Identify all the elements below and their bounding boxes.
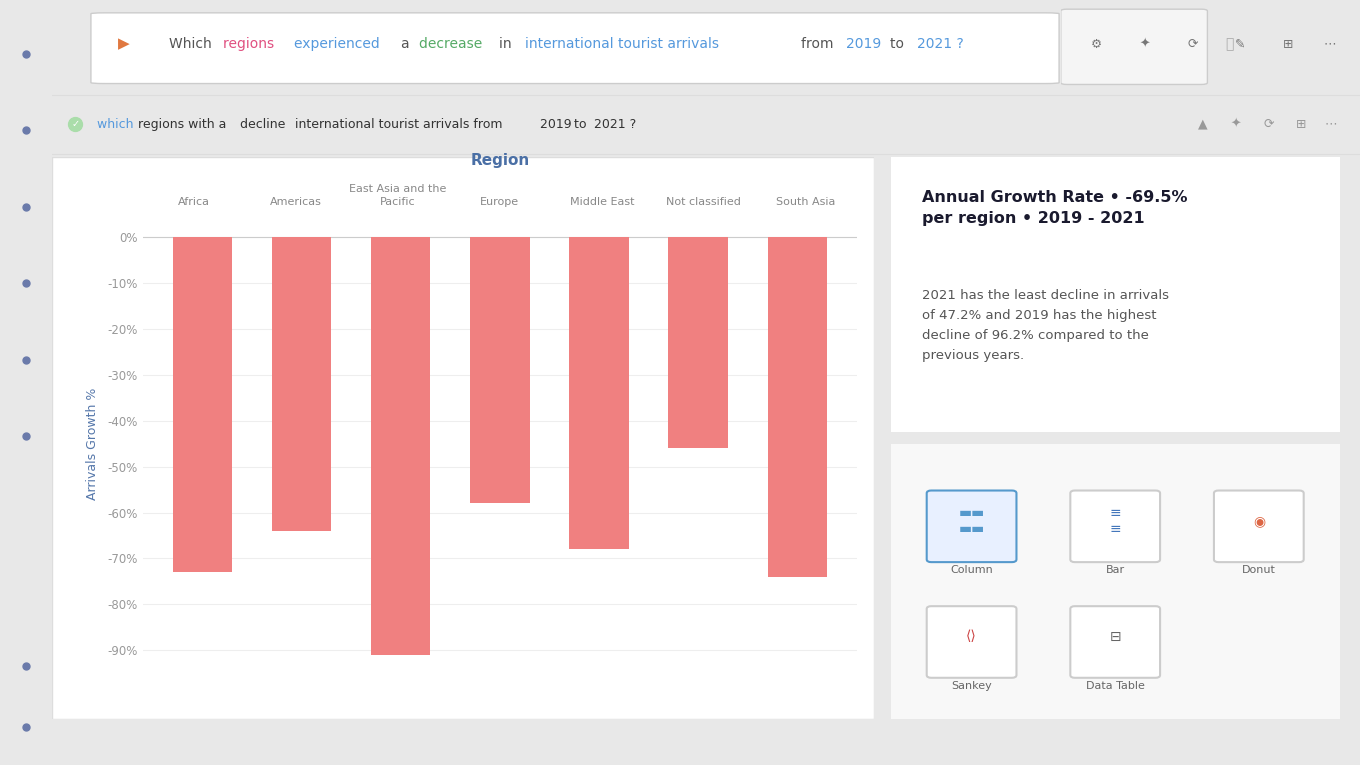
Text: East Asia and the
Pacific: East Asia and the Pacific (350, 184, 446, 207)
Text: international tourist arrivals from: international tourist arrivals from (295, 118, 506, 131)
Text: ✦: ✦ (1140, 37, 1149, 50)
Text: 2021 ?: 2021 ? (917, 37, 963, 51)
FancyBboxPatch shape (1061, 9, 1208, 84)
Text: Middle East: Middle East (570, 197, 634, 207)
Text: ⟳: ⟳ (1187, 37, 1198, 50)
Text: South Asia: South Asia (777, 197, 835, 207)
Text: Annual Growth Rate • -69.5%
per region • 2019 - 2021: Annual Growth Rate • -69.5% per region •… (922, 190, 1187, 226)
Text: experienced: experienced (294, 37, 384, 51)
Text: Which: Which (170, 37, 216, 51)
Text: Not classified: Not classified (666, 197, 741, 207)
Text: ◉: ◉ (1253, 514, 1265, 528)
Text: to: to (574, 118, 590, 131)
Text: ▶: ▶ (118, 37, 129, 51)
Text: ⊟: ⊟ (1110, 630, 1121, 643)
Text: from: from (801, 37, 838, 51)
Text: Africa: Africa (178, 197, 209, 207)
Text: ▶: ▶ (812, 671, 834, 698)
Text: regions: regions (223, 37, 279, 51)
Text: to: to (889, 37, 908, 51)
FancyBboxPatch shape (1070, 490, 1160, 562)
Text: ⟳: ⟳ (1263, 118, 1274, 131)
Text: ✕: ✕ (1157, 37, 1170, 51)
Text: ⚙: ⚙ (1091, 37, 1103, 50)
Text: decline: decline (241, 118, 290, 131)
FancyBboxPatch shape (881, 438, 1349, 724)
Text: 🔍: 🔍 (1225, 37, 1234, 51)
FancyBboxPatch shape (91, 13, 1059, 83)
Text: international tourist arrivals: international tourist arrivals (525, 37, 724, 51)
Text: which: which (98, 118, 137, 131)
Text: ✓: ✓ (71, 119, 79, 129)
Text: 2021 has the least decline in arrivals
of 47.2% and 2019 has the highest
decline: 2021 has the least decline in arrivals o… (922, 289, 1170, 362)
Bar (668, 237, 728, 448)
Text: in: in (499, 37, 515, 51)
FancyBboxPatch shape (926, 606, 1016, 678)
Text: 2019: 2019 (540, 118, 575, 131)
Text: Europe: Europe (480, 197, 520, 207)
Text: ✎: ✎ (1235, 37, 1246, 50)
Text: regions with a: regions with a (139, 118, 231, 131)
Y-axis label: Arrivals Growth %: Arrivals Growth % (86, 388, 99, 500)
Bar (570, 237, 628, 549)
Text: Region: Region (471, 153, 529, 168)
Text: ▬▬
▬▬: ▬▬ ▬▬ (959, 506, 985, 536)
Bar (173, 237, 233, 572)
Text: ⋯: ⋯ (1325, 118, 1337, 131)
Text: Americas: Americas (269, 197, 322, 207)
Text: ⟨⟩: ⟨⟩ (966, 630, 976, 643)
Text: decrease: decrease (419, 37, 486, 51)
Bar (471, 237, 529, 503)
Text: Sankey: Sankey (951, 681, 991, 691)
Text: Data Table: Data Table (1085, 681, 1145, 691)
Text: ⊞: ⊞ (1282, 37, 1293, 50)
Text: a: a (401, 37, 413, 51)
FancyBboxPatch shape (1214, 490, 1304, 562)
Text: ⊞: ⊞ (1296, 118, 1307, 131)
Bar (272, 237, 332, 531)
Bar (767, 237, 827, 577)
Text: 2021 ?: 2021 ? (594, 118, 636, 131)
FancyBboxPatch shape (1070, 606, 1160, 678)
Text: Bar: Bar (1106, 565, 1125, 575)
Text: Column: Column (951, 565, 993, 575)
Text: ▲: ▲ (1198, 118, 1208, 131)
Text: 2019: 2019 (846, 37, 885, 51)
Text: ≡
≡: ≡ ≡ (1110, 506, 1121, 536)
FancyBboxPatch shape (881, 151, 1349, 438)
Text: ⋯: ⋯ (1323, 37, 1337, 50)
FancyBboxPatch shape (52, 157, 874, 719)
Text: Donut: Donut (1242, 565, 1276, 575)
FancyBboxPatch shape (926, 490, 1016, 562)
Bar (371, 237, 430, 655)
Text: ✦: ✦ (1231, 118, 1240, 131)
